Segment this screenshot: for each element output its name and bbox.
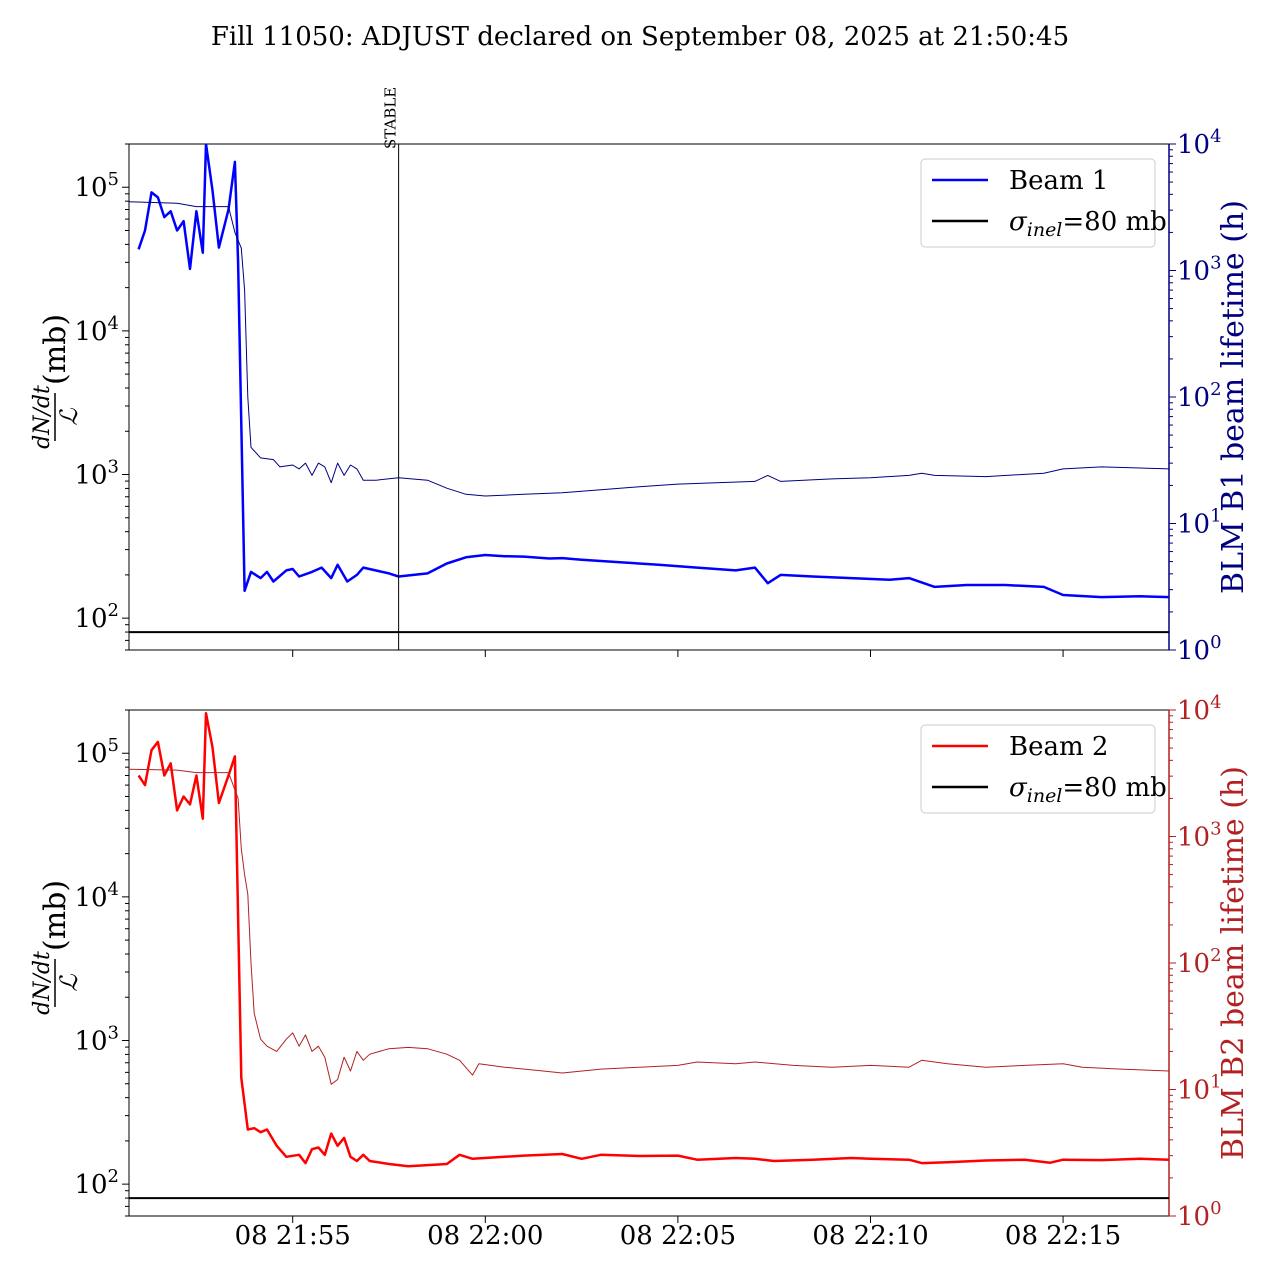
y-left-label-unit: (mb) bbox=[38, 314, 73, 385]
y-left-tick-label: 105 bbox=[74, 169, 119, 203]
y-left-label-numerator: dN/dt bbox=[30, 385, 55, 449]
chart-title: Fill 11050: ADJUST declared on September… bbox=[211, 22, 1069, 52]
x-tick-label: 08 22:00 bbox=[427, 1221, 543, 1251]
y-right-tick-label: 102 bbox=[1177, 945, 1222, 979]
panel-beam2: 102 103 104 105 100 101 102 103 104 08 21:55 08 22… bbox=[30, 692, 1251, 1251]
y-left-tick-label: 103 bbox=[74, 1023, 119, 1057]
x-tick-label: 08 22:15 bbox=[1005, 1221, 1121, 1251]
y-right-tick-label: 100 bbox=[1177, 1198, 1222, 1232]
y-right-tick-label: 104 bbox=[1177, 692, 1222, 726]
y-right-label: BLM B2 beam lifetime (h) bbox=[1216, 766, 1251, 1160]
legend: Beam 2 σinel=80 mb bbox=[920, 724, 1167, 814]
y-left-tick-label: 104 bbox=[74, 313, 119, 347]
y-left-label-numerator: dN/dt bbox=[30, 951, 55, 1015]
y-left-tick-label: 102 bbox=[74, 600, 119, 634]
y-right-tick-label: 102 bbox=[1177, 379, 1222, 413]
y-left-label: dN/dt ℒ (mb) bbox=[30, 880, 83, 1015]
y-left-tick-label: 104 bbox=[74, 879, 119, 913]
legend-label: Beam 1 bbox=[1009, 166, 1108, 196]
y-left-tick-label: 105 bbox=[74, 735, 119, 769]
y-left-label: dN/dt ℒ (mb) bbox=[30, 314, 83, 449]
y-right-tick-label: 103 bbox=[1177, 253, 1222, 287]
legend-label: Beam 2 bbox=[1009, 732, 1108, 762]
y-right-tick-label: 103 bbox=[1177, 819, 1222, 853]
y-left-label-denominator: ℒ bbox=[55, 974, 83, 992]
legend-label: σinel=80 mb bbox=[1009, 773, 1167, 807]
y-left-tick-label: 103 bbox=[74, 457, 119, 491]
y-right-tick-label: 104 bbox=[1177, 126, 1222, 160]
x-tick-label: 08 22:05 bbox=[620, 1221, 736, 1251]
x-tick-label: 08 21:55 bbox=[235, 1221, 351, 1251]
legend: Beam 1 σinel=80 mb bbox=[920, 158, 1167, 248]
data-layer bbox=[129, 144, 1169, 634]
stable-marker-label: STABLE bbox=[382, 87, 400, 149]
panel-beam1: 102 103 104 105 100 101 102 103 104 dN/dt ℒ (mb) BLM… bbox=[30, 87, 1251, 666]
y-right-tick-label: 100 bbox=[1177, 632, 1222, 666]
y-right-label: BLM B1 beam lifetime (h) bbox=[1216, 200, 1251, 594]
legend-label: σinel=80 mb bbox=[1009, 207, 1167, 241]
series-line-lifetime bbox=[129, 201, 1169, 497]
data-layer bbox=[129, 711, 1169, 1200]
y-left-tick-label: 102 bbox=[74, 1166, 119, 1200]
x-tick-label: 08 22:10 bbox=[812, 1221, 928, 1251]
y-left-label-unit: (mb) bbox=[38, 880, 73, 951]
y-left-label-denominator: ℒ bbox=[55, 408, 83, 426]
y-right-tick-label: 101 bbox=[1177, 1072, 1222, 1106]
series-line-lifetime bbox=[129, 768, 1169, 1085]
y-right-tick-label: 101 bbox=[1177, 506, 1222, 540]
series-line-beam bbox=[137, 144, 1169, 599]
series-line-beam bbox=[137, 711, 1169, 1168]
